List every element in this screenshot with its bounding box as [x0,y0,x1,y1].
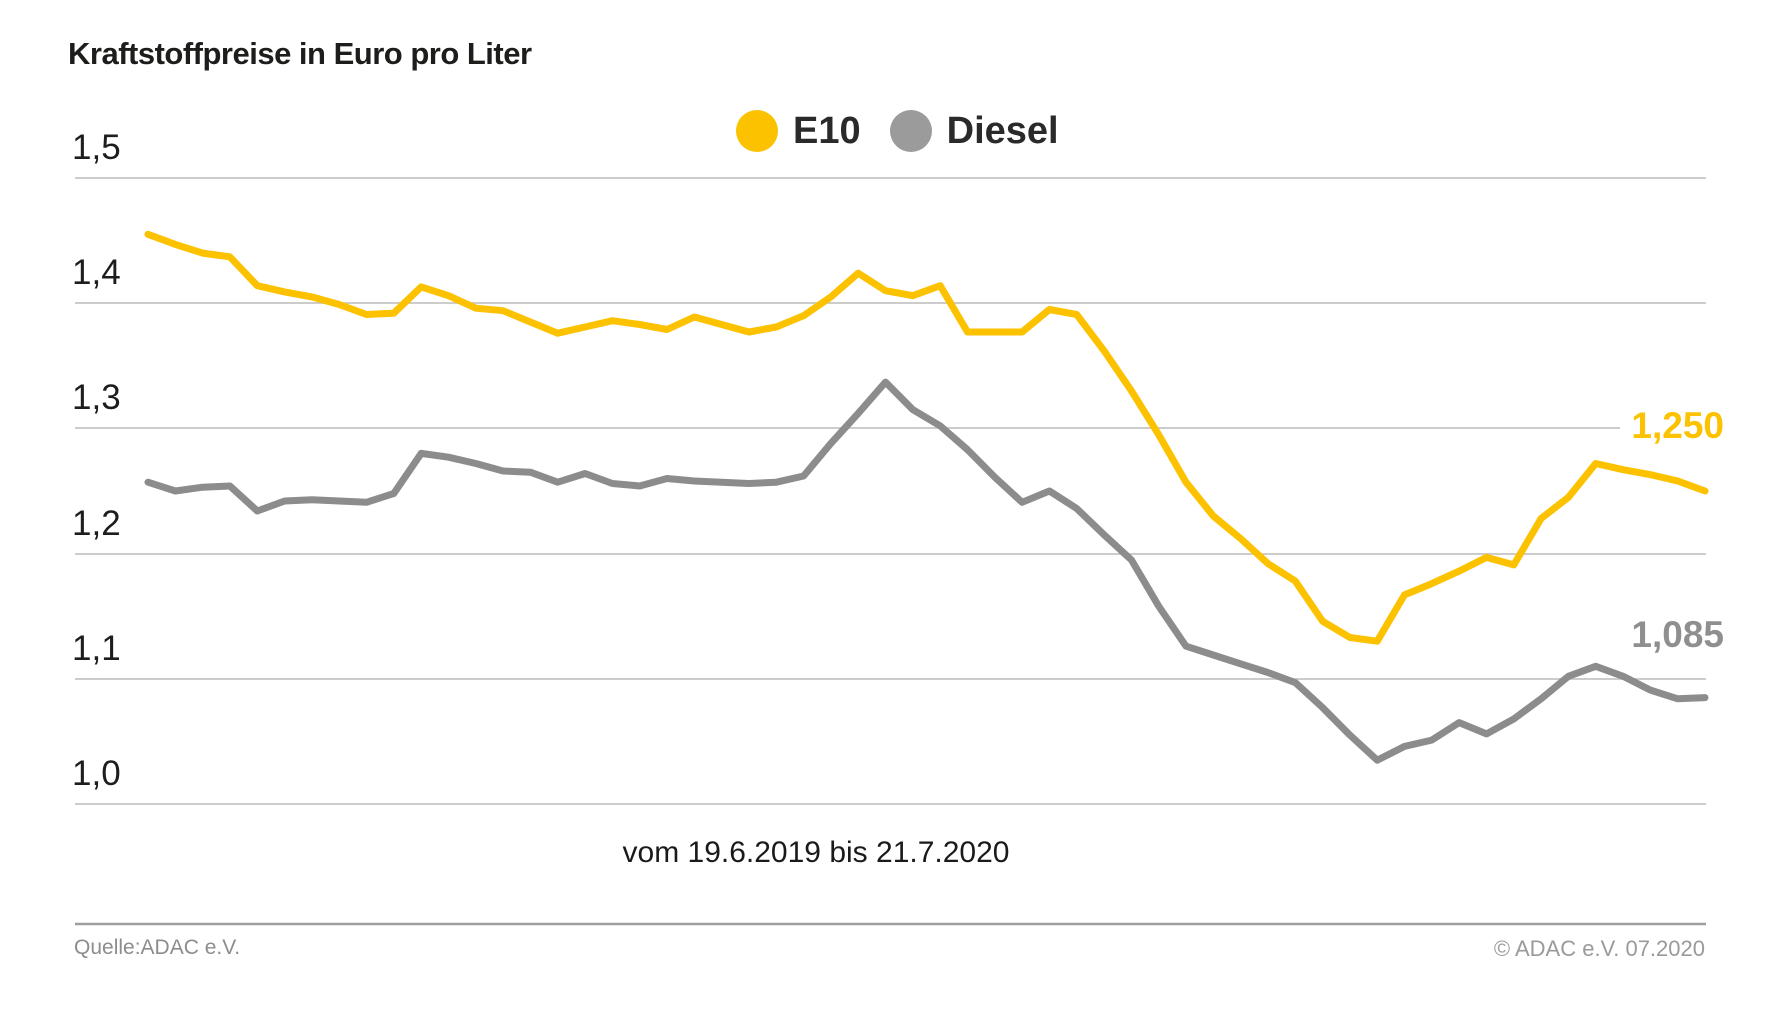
legend-label-e10: E10 [793,110,861,152]
y-tick-1-3: 1,3 [72,378,121,417]
diesel-line [144,378,1709,764]
y-tick-1-2: 1,2 [72,504,121,543]
page-title: Kraftstoffpreise in Euro pro Liter [68,36,532,71]
y-tick-1-4: 1,4 [72,253,121,292]
e10-line [144,230,1709,645]
diesel-legend-dot-icon [889,110,932,152]
x-axis-period-label: vom 19.6.2019 bis 21.7.2020 [622,836,1010,869]
copyright-notice: © ADAC e.V. 07.2020 [1493,936,1705,961]
legend: E10 Diesel [736,108,1073,154]
source-credit: Quelle:ADAC e.V. [74,936,241,959]
gridlines [75,177,1706,805]
legend-label-diesel: Diesel [946,110,1059,152]
y-tick-1-5: 1,5 [72,128,121,167]
diesel-end-value-label: 1,085 [1631,614,1724,655]
e10-end-value-label: 1,250 [1631,405,1724,446]
y-tick-1-1: 1,1 [72,629,121,668]
e10-legend-dot-icon [736,110,778,152]
y-tick-1-0: 1,0 [72,754,121,793]
